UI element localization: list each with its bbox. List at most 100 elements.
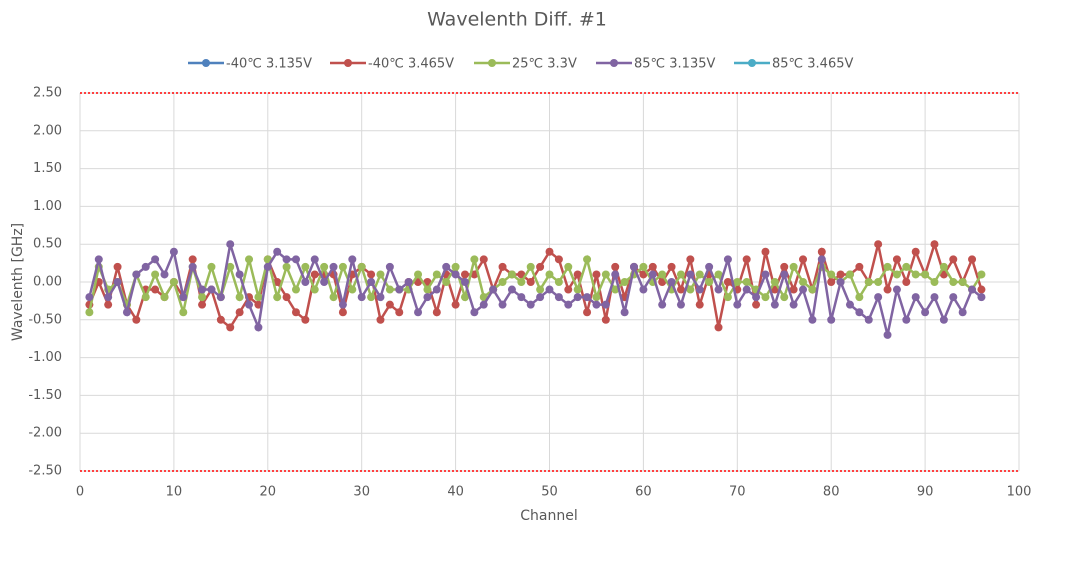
data-point <box>630 262 639 271</box>
x-tick-label: 100 <box>1007 485 1032 500</box>
data-point <box>836 278 845 286</box>
x-tick-label: 30 <box>353 485 370 500</box>
data-point <box>958 308 967 317</box>
data-point <box>573 285 582 294</box>
data-point <box>216 293 225 302</box>
data-point <box>911 293 920 302</box>
data-point <box>432 285 441 294</box>
data-point <box>667 278 676 286</box>
data-point <box>282 293 291 302</box>
data-point <box>545 247 554 256</box>
data-point <box>169 247 178 256</box>
data-point <box>329 293 338 302</box>
data-point <box>902 278 911 286</box>
data-point <box>545 285 554 294</box>
data-point <box>442 262 451 271</box>
legend-marker <box>488 59 496 67</box>
data-point <box>460 278 469 286</box>
data-point <box>676 270 685 279</box>
data-point <box>226 323 235 332</box>
data-point <box>254 293 263 302</box>
data-point <box>845 270 854 279</box>
data-point <box>554 278 563 286</box>
legend-label: -40℃ 3.135V <box>226 57 312 72</box>
data-point <box>329 262 338 271</box>
data-point <box>423 293 432 302</box>
data-point <box>892 255 901 264</box>
x-tick-label: 70 <box>729 485 746 500</box>
data-point <box>301 262 310 271</box>
data-point <box>207 262 216 271</box>
data-point <box>338 300 347 309</box>
data-point <box>104 300 113 309</box>
data-point <box>310 285 319 294</box>
data-point <box>761 270 770 279</box>
data-point <box>864 278 873 286</box>
data-point <box>526 262 535 271</box>
data-point <box>376 315 385 324</box>
legend-label: -40℃ 3.465V <box>368 57 454 72</box>
data-point <box>977 285 986 294</box>
data-point <box>601 315 610 324</box>
data-point <box>188 255 197 264</box>
data-point <box>695 270 704 279</box>
data-point <box>320 262 329 271</box>
data-point <box>470 308 479 317</box>
data-point <box>648 262 657 271</box>
data-point <box>958 278 967 286</box>
data-point <box>705 262 714 271</box>
data-point <box>489 285 498 294</box>
data-point <box>921 308 930 317</box>
x-tick-label: 80 <box>823 485 840 500</box>
data-point <box>601 270 610 279</box>
data-point <box>799 278 808 286</box>
data-point <box>939 262 948 271</box>
data-point <box>404 278 413 286</box>
data-point <box>808 315 817 324</box>
y-tick-label: 0.00 <box>33 275 62 290</box>
data-point <box>451 262 460 271</box>
data-point <box>808 285 817 294</box>
data-point <box>451 300 460 309</box>
data-point <box>160 293 169 302</box>
x-tick-label: 50 <box>541 485 558 500</box>
data-point <box>376 270 385 279</box>
data-point <box>977 270 986 279</box>
chart-title: Wavelenth Diff. #1 <box>427 9 607 31</box>
data-point <box>770 278 779 286</box>
data-point <box>667 262 676 271</box>
data-point <box>517 293 526 302</box>
x-tick-label: 20 <box>260 485 277 500</box>
data-point <box>977 293 986 302</box>
data-point <box>902 262 911 271</box>
y-tick-label: -0.50 <box>28 312 62 327</box>
data-point <box>254 323 263 332</box>
data-point <box>273 293 282 302</box>
data-point <box>789 300 798 309</box>
data-point <box>723 278 732 286</box>
data-point <box>263 262 272 271</box>
legend-label: 85℃ 3.135V <box>634 57 715 72</box>
data-point <box>367 293 376 302</box>
data-point <box>479 255 488 264</box>
data-point <box>85 293 94 302</box>
legend-marker <box>748 59 756 67</box>
data-point <box>348 285 357 294</box>
data-point <box>554 255 563 264</box>
data-point <box>141 262 150 271</box>
y-axis-label: Wavelenth [GHz] <box>10 223 26 341</box>
data-point <box>357 262 366 271</box>
data-point <box>507 270 516 279</box>
data-point <box>855 262 864 271</box>
data-point <box>686 285 695 294</box>
data-point <box>564 285 573 294</box>
y-tick-label: -2.50 <box>28 464 62 479</box>
data-point <box>141 293 150 302</box>
data-point <box>592 293 601 302</box>
data-point <box>639 285 648 294</box>
data-point <box>723 255 732 264</box>
data-point <box>395 308 404 317</box>
data-point <box>827 278 836 286</box>
data-point <box>827 270 836 279</box>
data-point <box>216 315 225 324</box>
